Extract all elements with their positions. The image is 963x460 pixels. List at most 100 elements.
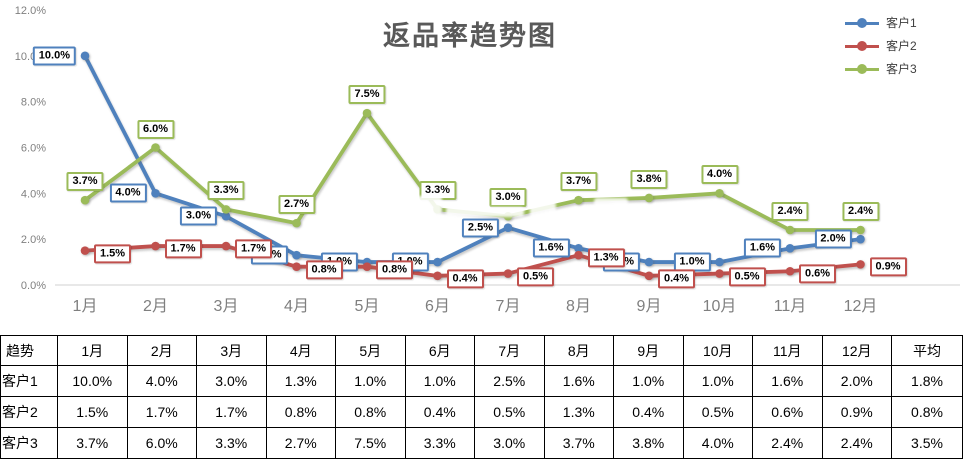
table-header-cell-10月[interactable]: 10月 [682,335,753,366]
table-cell[interactable]: 2.4% [752,427,823,459]
legend-label: 客户1 [886,16,917,30]
table-header-cell-11月[interactable]: 11月 [752,335,823,366]
table-cell[interactable]: 10.0% [57,365,128,397]
table-cell[interactable]: 3.5% [891,427,963,459]
table-cell[interactable]: 1.5% [57,396,128,428]
table-cell[interactable]: 6.0% [126,427,197,459]
data-label: 0.5% [728,266,766,286]
x-axis-tick: 9月 [637,298,662,315]
data-point [80,246,90,255]
table-cell[interactable]: 2.0% [821,365,892,397]
table-header-row: 趋势 1月 2月 3月 4月 5月 6月 7月 8月 9月 10月 11月 12月 平均 [0,335,963,366]
table-cell[interactable]: 0.5% [474,396,545,428]
table-cell[interactable]: 1.7% [126,396,197,428]
legend-item-客户3[interactable]: 客户3 [845,57,917,80]
table-header-cell-3月[interactable]: 3月 [196,335,267,366]
data-point [433,271,442,281]
table-cell[interactable]: 3.8% [613,427,684,459]
table-cell[interactable]: 3.3% [196,427,267,459]
data-point [785,225,795,235]
table-cell[interactable]: 0.8% [335,396,406,428]
x-axis-tick: 8月 [566,298,591,315]
table-cell[interactable]: 1.0% [613,365,684,397]
legend-item-客户2[interactable]: 客户2 [845,34,917,57]
table-cell[interactable]: 0.4% [404,396,475,428]
table-header-cell-2月[interactable]: 2月 [126,335,197,366]
x-axis-tick: 6月 [425,298,450,315]
table-cell[interactable]: 3.7% [57,427,128,459]
table-header: 趋势 1月 2月 3月 4月 5月 6月 7月 8月 9月 10月 11月 12月 平均 [0,335,963,366]
table-cell[interactable]: 1.3% [543,396,614,428]
legend-label: 客户2 [886,39,917,53]
data-label: 7.5% [348,85,386,105]
table-cell[interactable]: 1.0% [335,365,406,397]
data-label: 1.7% [235,239,273,259]
legend-item-客户1[interactable]: 客户1 [845,11,917,34]
table-cell[interactable]: 2.4% [821,427,892,459]
chart-title: 返品率趋势图 [383,21,557,52]
data-point [574,250,583,260]
table-cell[interactable]: 1.0% [682,365,753,397]
data-label: 1.6% [532,238,570,258]
table-row-label[interactable]: 客户3 [0,427,58,459]
trend-chart[interactable]: 0.0% 2.0% 4.0% 6.0% 8.0% 10.0% 12.0% 1月 2月 3月 4月 5月… [0,0,963,335]
data-point [574,244,583,253]
table-cell[interactable]: 3.0% [474,427,545,459]
table-header-cell-12月[interactable]: 12月 [821,335,892,366]
table-cell[interactable]: 1.3% [265,365,336,397]
table-cell[interactable]: 1.0% [404,365,475,397]
legend-label: 客户3 [886,62,917,76]
table-cell[interactable]: 2.7% [265,427,336,459]
table-cell[interactable]: 3.3% [404,427,475,459]
table-header-cell-4月[interactable]: 4月 [265,335,336,366]
data-point [574,195,583,205]
legend-dot-icon [857,40,867,51]
table-cell[interactable]: 7.5% [335,427,406,459]
table-cell[interactable]: 1.8% [891,365,963,397]
data-label: 1.6% [743,238,781,258]
data-label: 2.5% [461,218,499,238]
x-axis-tick: 12月 [844,298,878,315]
data-label: 0.8% [376,260,414,280]
x-axis-tick: 4月 [284,298,309,315]
table-cell[interactable]: 1.6% [752,365,823,397]
data-point [292,262,301,271]
x-axis-tick: 1月 [73,298,98,315]
table-cell[interactable]: 0.9% [821,396,892,428]
table-cell[interactable]: 3.7% [543,427,614,459]
table-cell[interactable]: 0.6% [752,396,823,428]
data-label: 1.5% [94,243,132,263]
data-point [715,257,724,267]
table-header-cell-7月[interactable]: 7月 [474,335,545,366]
table-row-label[interactable]: 客户2 [0,396,58,428]
table-cell[interactable]: 4.0% [126,365,197,397]
table-header-cell-8月[interactable]: 8月 [543,335,614,366]
table-corner-cell[interactable]: 趋势 [0,335,58,366]
chart-legend[interactable]: 客户1 客户2 客户3 [845,11,917,80]
data-point [151,143,160,152]
table-cell[interactable]: 4.0% [682,427,753,459]
table-header-cell-9月[interactable]: 9月 [613,335,684,366]
table-cell[interactable]: 3.0% [196,365,267,397]
table-cell[interactable]: 0.8% [265,396,336,428]
table-header-cell-6月[interactable]: 6月 [404,335,475,366]
table-cell[interactable]: 2.5% [474,365,545,397]
table-cell[interactable]: 0.5% [682,396,753,428]
table-header-cell-5月[interactable]: 5月 [335,335,406,366]
data-point [151,241,160,251]
data-label: 0.4% [446,269,484,289]
table-header-cell-1月[interactable]: 1月 [57,335,128,366]
table-cell[interactable]: 1.7% [196,396,267,428]
table-row-label[interactable]: 客户1 [0,365,58,397]
table-header-cell-平均[interactable]: 平均 [891,335,963,366]
x-axis-tick: 11月 [774,298,807,315]
y-axis-tick: 6.0% [21,143,46,155]
table-cell[interactable]: 0.8% [891,396,963,428]
legend-marker-icon [845,63,879,74]
table-cell[interactable]: 0.4% [613,396,684,428]
table-row-客户1: 客户1 10.0% 4.0% 3.0% 1.3% 1.0% 1.0% 2.5% 1.6% 1.0%… [0,365,963,397]
data-point [151,189,160,198]
data-label: 0.8% [305,260,343,280]
table-cell[interactable]: 1.6% [543,365,614,397]
data-label: 3.7% [66,172,104,192]
